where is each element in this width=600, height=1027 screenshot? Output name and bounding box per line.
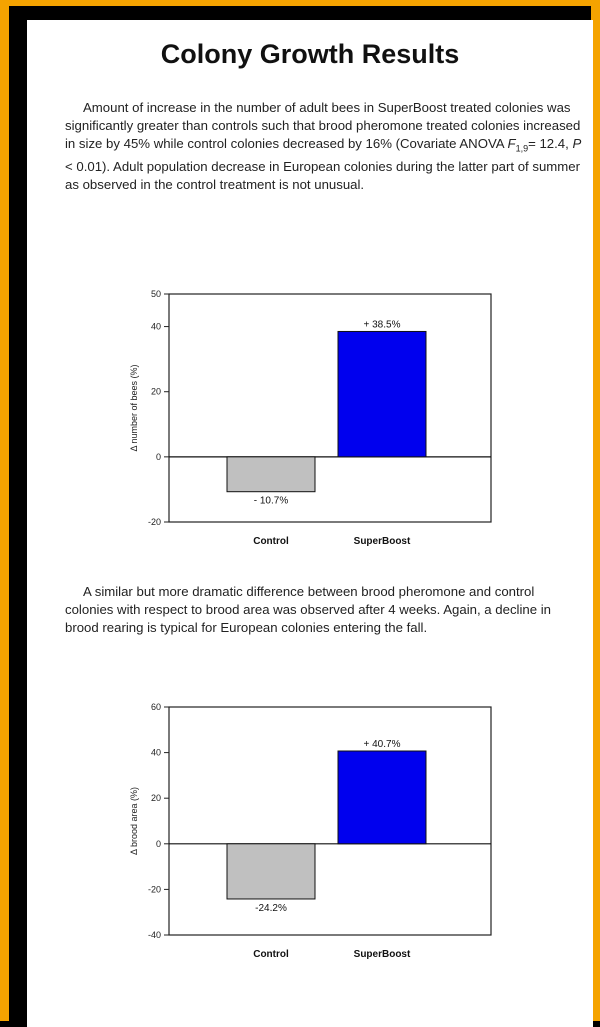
y-tick-label: -20 bbox=[148, 884, 161, 894]
bar-control bbox=[226, 456, 316, 493]
bar-control bbox=[226, 843, 316, 900]
chart-brood-area: -40 -20 0 20 40 60 -24.2% Control + 40.7% SuperBo… bbox=[129, 702, 492, 960]
data-label: -24.2% bbox=[255, 903, 287, 914]
y-tick-label: -20 bbox=[148, 517, 161, 527]
data-label: - 10.7% bbox=[254, 496, 289, 507]
paragraph-1-text-c: < 0.01). Adult population decrease in Eu… bbox=[65, 158, 580, 192]
y-tick-label: 0 bbox=[156, 452, 161, 462]
bar-superboost bbox=[337, 750, 427, 845]
chart-number-of-bees: -20 0 20 40 50 - 10.7% Control + 38.5% SuperBoos… bbox=[129, 289, 492, 547]
stat-symbol-p: P bbox=[572, 136, 582, 151]
paragraph-brood-area: A similar but more dramatic difference b… bbox=[65, 584, 552, 635]
plot-frame bbox=[168, 706, 492, 936]
bar-superboost bbox=[337, 330, 427, 458]
category-label: Control bbox=[253, 949, 289, 960]
y-tick-label: 50 bbox=[151, 289, 161, 299]
category-label: Control bbox=[253, 536, 289, 547]
data-label: + 40.7% bbox=[364, 739, 401, 750]
y-tick-label: 20 bbox=[151, 793, 161, 803]
paragraph-1-text-a: Amount of increase in the number of adul… bbox=[65, 100, 581, 151]
page-title: Colony Growth Results bbox=[160, 39, 460, 69]
paragraph-adult-bees: Amount of increase in the number of adul… bbox=[65, 99, 583, 194]
category-label: SuperBoost bbox=[354, 949, 411, 960]
stat-df-subscript: 1,9 bbox=[515, 143, 529, 154]
y-tick-label: 20 bbox=[151, 387, 161, 397]
y-tick-label: 0 bbox=[156, 839, 161, 849]
data-label: + 38.5% bbox=[364, 319, 401, 330]
y-tick-label: -40 bbox=[148, 930, 161, 940]
paragraph-1-text-b: = 12.4, bbox=[528, 136, 573, 151]
category-label: SuperBoost bbox=[354, 536, 411, 547]
content-panel: Colony Growth Results Amount of increase… bbox=[27, 20, 593, 1027]
y-axis-label: Δ brood area (%) bbox=[129, 787, 139, 855]
y-axis-label: Δ number of bees (%) bbox=[129, 364, 139, 451]
y-tick-label: 60 bbox=[151, 702, 161, 712]
stat-symbol-f: F bbox=[507, 136, 516, 151]
y-tick-label: 40 bbox=[151, 748, 161, 758]
y-tick-label: 40 bbox=[151, 322, 161, 332]
plot-frame bbox=[168, 293, 492, 523]
